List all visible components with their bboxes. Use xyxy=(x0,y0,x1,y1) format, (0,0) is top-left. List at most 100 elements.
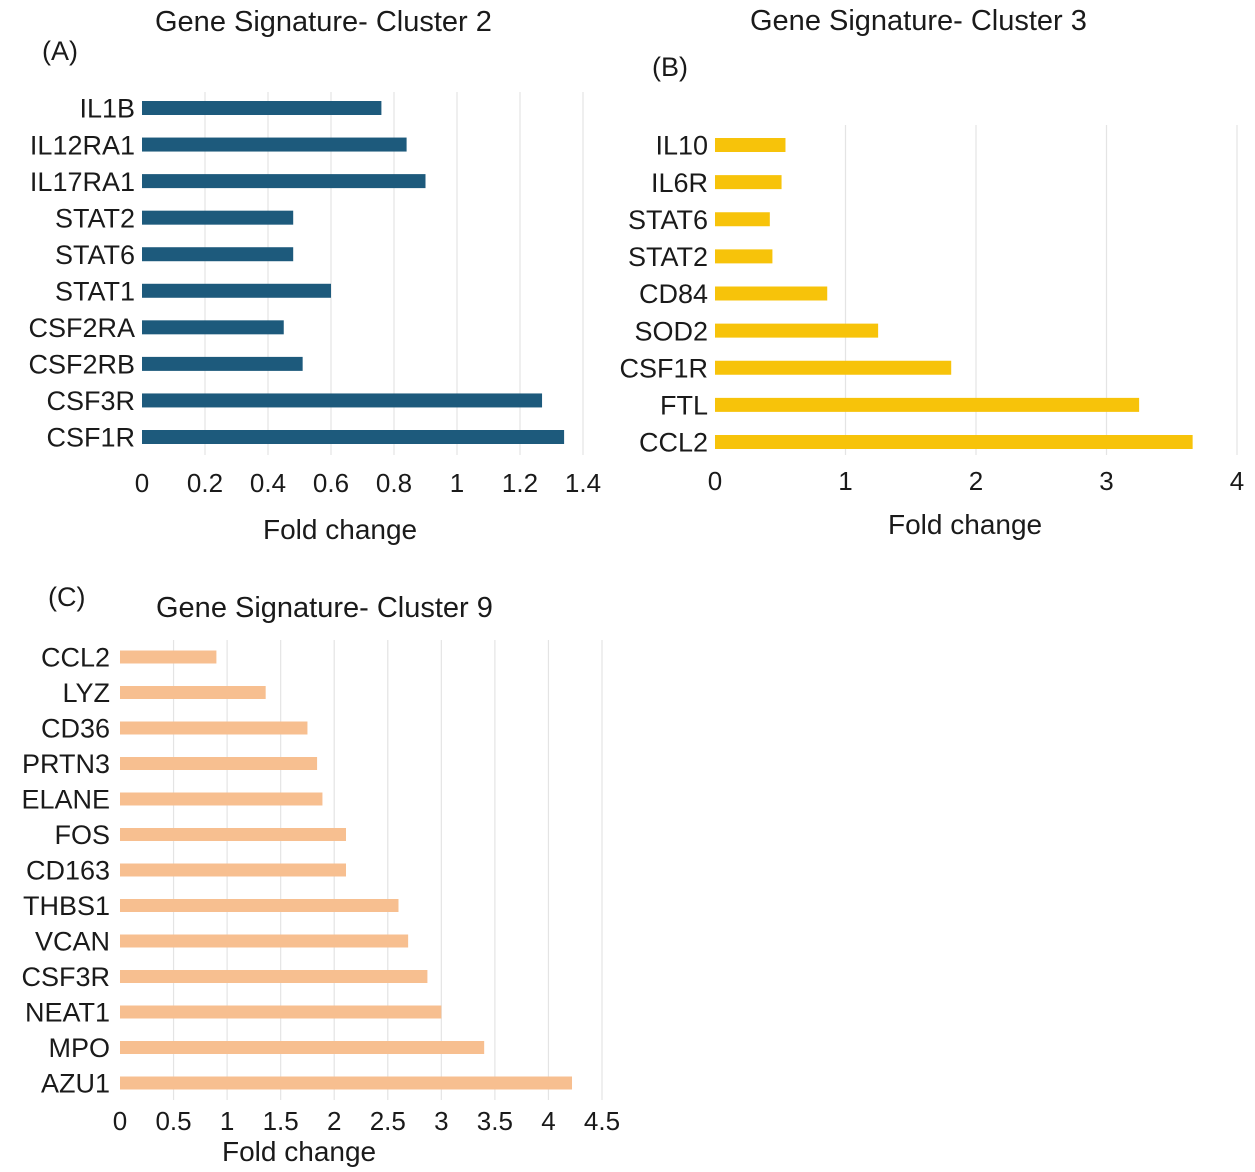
bar-chart-plot: 0 0.5 1 1.5 2 2.5 3 3.5 4 4.5 CCL2 LYZ CD36 PRTN3 ELAN… xyxy=(21,640,620,1136)
x-tick-label: 4 xyxy=(541,1106,555,1136)
category-label: STAT6 xyxy=(55,240,135,270)
x-tick-label: 0 xyxy=(708,466,722,496)
bar-cd163 xyxy=(120,863,347,877)
chart-panel-cluster-2: Gene Signature- Cluster 2 (A) 0 0.2 0.4 0.6… xyxy=(0,0,630,560)
bar-stat1 xyxy=(142,283,331,298)
bar-ccl2 xyxy=(715,435,1193,449)
category-label: CCL2 xyxy=(41,643,110,673)
category-label: CSF2RB xyxy=(28,350,135,380)
bar-vcan xyxy=(120,934,409,948)
x-axis-label: Fold change xyxy=(222,1136,377,1167)
chart-panel-cluster-3: Gene Signature- Cluster 3 (B) 0 1 2 3 4 IL10 I… xyxy=(600,0,1255,560)
category-label: MPO xyxy=(48,1033,110,1063)
x-tick-label: 1 xyxy=(450,468,464,498)
x-axis-label: Fold change xyxy=(263,514,418,545)
x-tick-label: 2.5 xyxy=(370,1106,406,1136)
bar-cd36 xyxy=(120,721,308,735)
category-label: CD84 xyxy=(639,279,708,309)
bar-lyz xyxy=(120,686,266,699)
bar-stat6 xyxy=(142,247,294,262)
category-label: CSF1R xyxy=(619,353,708,383)
x-tick-label: 3.5 xyxy=(477,1106,513,1136)
category-label: SOD2 xyxy=(634,316,708,346)
category-label: CD36 xyxy=(41,714,110,744)
chart-panel-cluster-9: Gene Signature- Cluster 9 (C) 0 0.5 1 1.5 2 2… xyxy=(0,580,640,1172)
x-tick-label: 0.2 xyxy=(187,468,223,498)
category-label: NEAT1 xyxy=(25,998,110,1028)
panel-label: (B) xyxy=(652,52,688,82)
bar-ccl2 xyxy=(120,650,217,664)
category-label: CCL2 xyxy=(639,428,708,458)
category-label: VCAN xyxy=(35,927,110,957)
bar-il10 xyxy=(715,138,786,152)
bar-csf2ra xyxy=(142,320,284,335)
category-label: LYZ xyxy=(62,678,110,708)
category-label: STAT6 xyxy=(628,205,708,235)
bar-elane xyxy=(120,792,323,806)
chart-title: Gene Signature- Cluster 3 xyxy=(750,5,1087,37)
category-label: CSF3R xyxy=(21,962,110,992)
bar-il17ra1 xyxy=(142,174,426,189)
x-tick-label: 2 xyxy=(327,1106,341,1136)
x-tick-label: 0 xyxy=(113,1106,127,1136)
bar-il1b xyxy=(142,101,382,115)
chart-title: Gene Signature- Cluster 9 xyxy=(156,592,493,624)
category-label: CSF2RA xyxy=(28,313,135,343)
category-label: ELANE xyxy=(21,785,110,815)
panel-label: (A) xyxy=(42,36,78,66)
bar-stat2 xyxy=(715,249,773,264)
bar-stat2 xyxy=(142,210,294,225)
bar-neat1 xyxy=(120,1005,442,1019)
x-tick-label: 1 xyxy=(838,466,852,496)
x-tick-label: 0.6 xyxy=(313,468,349,498)
bar-csf1r xyxy=(142,430,565,444)
category-label: STAT1 xyxy=(55,276,135,306)
x-tick-label: 1.2 xyxy=(502,468,538,498)
bar-chart-plot: 0 0.2 0.4 0.6 0.8 1 1.2 1.4 IL1B IL12RA1 IL17RA1 ST… xyxy=(28,92,601,498)
bar-ftl xyxy=(715,397,1140,412)
category-label: CSF3R xyxy=(46,386,135,416)
bar-fos xyxy=(120,828,347,841)
x-tick-label: 0.4 xyxy=(250,468,286,498)
x-tick-label: 4 xyxy=(1230,466,1244,496)
bar-il6r xyxy=(715,175,782,190)
category-label: IL12RA1 xyxy=(30,130,135,160)
bar-csf2rb xyxy=(142,356,303,371)
category-label: STAT2 xyxy=(55,203,135,233)
x-tick-label: 3 xyxy=(1099,466,1113,496)
bar-csf3r xyxy=(120,970,428,983)
bar-csf1r xyxy=(715,360,952,375)
category-label: STAT2 xyxy=(628,242,708,272)
x-tick-label: 3 xyxy=(434,1106,448,1136)
category-label: CSF1R xyxy=(46,423,135,453)
bar-azu1 xyxy=(120,1076,573,1090)
chart-title: Gene Signature- Cluster 2 xyxy=(155,6,492,38)
category-label: THBS1 xyxy=(23,891,110,921)
bar-sod2 xyxy=(715,323,879,338)
x-tick-label: 0.8 xyxy=(376,468,412,498)
x-tick-label: 1 xyxy=(220,1106,234,1136)
x-tick-label: 2 xyxy=(969,466,983,496)
x-tick-label: 4.5 xyxy=(584,1106,620,1136)
bar-il12ra1 xyxy=(142,137,407,152)
category-label: CD163 xyxy=(26,856,110,886)
x-axis-label: Fold change xyxy=(888,509,1043,540)
category-label: PRTN3 xyxy=(22,749,110,779)
category-label: IL10 xyxy=(655,131,708,161)
category-label: IL17RA1 xyxy=(30,167,135,197)
bar-chart-plot: 0 1 2 3 4 IL10 IL6R STAT6 STAT2 CD84 SOD2 CSF1R FTL C… xyxy=(619,125,1244,496)
bar-mpo xyxy=(120,1041,485,1054)
x-tick-label: 1.5 xyxy=(263,1106,299,1136)
bar-csf3r xyxy=(142,393,543,408)
x-tick-label: 0.5 xyxy=(155,1106,191,1136)
panel-label: (C) xyxy=(48,582,86,612)
category-label: IL6R xyxy=(651,168,708,198)
category-label: FTL xyxy=(660,391,708,421)
bar-thbs1 xyxy=(120,899,399,912)
category-label: FOS xyxy=(54,820,110,850)
bar-prtn3 xyxy=(120,757,318,770)
x-tick-label: 0 xyxy=(135,468,149,498)
category-label: IL1B xyxy=(79,94,135,124)
x-tick-label: 1.4 xyxy=(565,468,601,498)
bar-cd84 xyxy=(715,286,828,301)
